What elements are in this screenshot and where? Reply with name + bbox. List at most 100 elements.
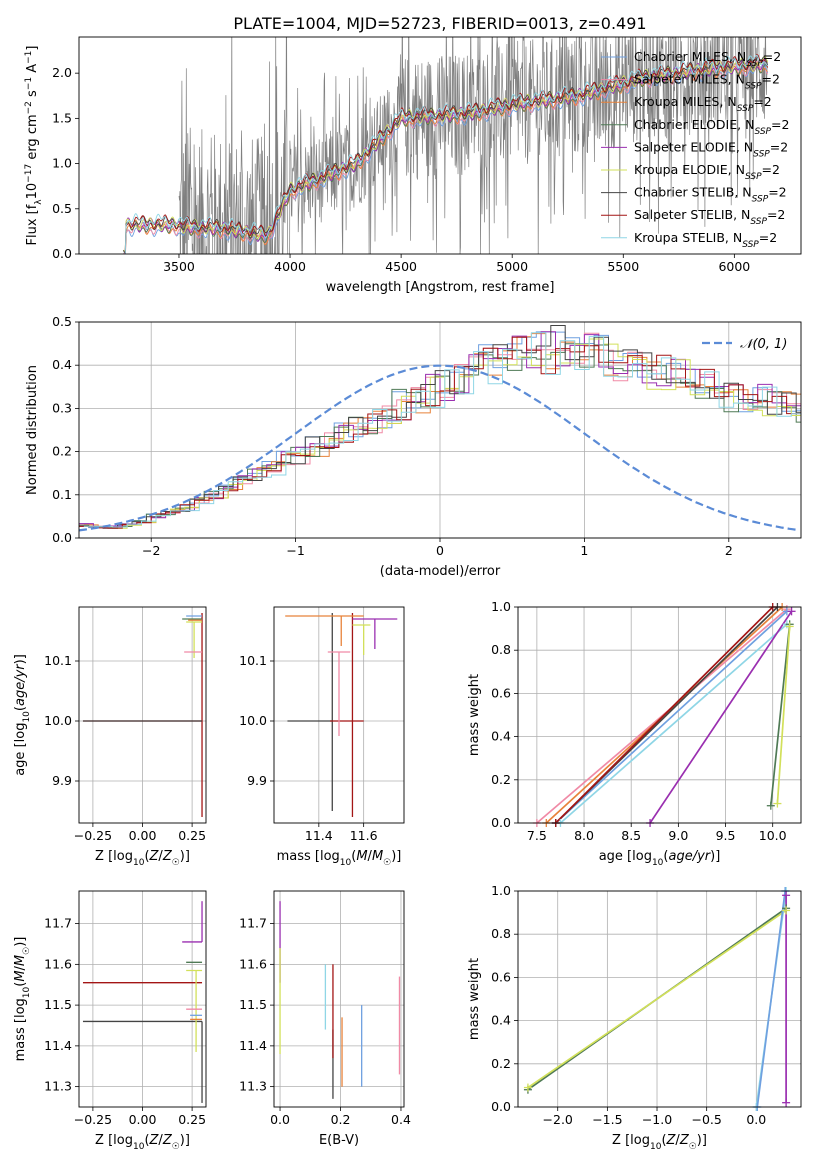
x-tick-label: 0.00	[129, 828, 157, 843]
model-spectrum	[122, 56, 769, 254]
plot-area	[527, 891, 787, 1107]
x-axis-label: Z [log10(Z/Z☉)]	[612, 1133, 707, 1152]
axes-frame	[78, 36, 802, 255]
legend-label-sub: SSP	[746, 59, 763, 69]
x-tick-label: −2	[142, 543, 160, 558]
x-tick-label: 6000	[718, 259, 750, 274]
legend-label: Chabrier MILES, NSSP=2	[634, 49, 781, 69]
y-tick-label: 0.6	[491, 685, 511, 700]
label-part: ☉	[383, 858, 391, 868]
plot-area	[536, 607, 793, 823]
plot-area	[82, 613, 203, 817]
label-part: ☉	[172, 858, 180, 868]
label-part: 10	[22, 986, 32, 998]
model-spectrum	[122, 53, 769, 254]
label-part: Z [log	[612, 1133, 650, 1148]
x-tick-label: −1	[286, 543, 304, 558]
legend-label-name: Kroupa STELIB, N	[634, 230, 742, 245]
axes-frame	[78, 890, 207, 1108]
label-part: ]	[25, 46, 40, 51]
label-part: /	[368, 849, 373, 864]
y-tick-label: 0.3	[52, 400, 72, 415]
label-part: (	[144, 849, 149, 864]
label-part: (	[13, 706, 28, 711]
label-part: Z	[679, 1133, 690, 1148]
legend-label-name: Salpeter MILES, N	[634, 72, 745, 87]
legend-label-sub: SSP	[750, 217, 767, 227]
legend-label-suffix: =2	[771, 117, 789, 132]
label-part: s	[25, 90, 40, 101]
y-tick-label: 0.0	[491, 1099, 511, 1114]
weight-line	[527, 909, 787, 1089]
y-tick-label: 10.1	[239, 653, 267, 668]
legend-label-name: Chabrier STELIB, N	[634, 185, 752, 200]
observed-spectrum	[178, 37, 768, 254]
axes-frame	[78, 606, 207, 824]
x-tick-label: 2	[725, 543, 733, 558]
y-tick-label: 11.4	[239, 1038, 267, 1053]
legend-label-name: Chabrier MILES, N	[634, 49, 746, 64]
y-axis-label: age [log10(age/yr)]	[13, 654, 32, 776]
weight-line	[649, 610, 793, 823]
axes-frame	[517, 606, 802, 824]
legend-label: 𝒩(0, 1)	[740, 337, 787, 352]
legend-label: Salpeter MILES, NSSP=2	[634, 72, 780, 92]
residual-histogram	[79, 332, 801, 528]
y-tick-label: 0.0	[52, 246, 72, 261]
label-part: 10	[133, 858, 145, 868]
x-tick-label: 5000	[496, 259, 528, 274]
label-part: )]	[391, 849, 401, 864]
y-tick-label: 10.0	[239, 713, 267, 728]
label-part: M	[13, 955, 28, 966]
legend-label-sub: SSP	[737, 104, 754, 114]
residual-histogram	[83, 332, 801, 528]
y-tick-label: 2.0	[52, 65, 72, 80]
y-tick-label: 0.1	[52, 487, 72, 502]
label-part: mass [log	[277, 849, 340, 864]
legend-label-suffix: =2	[770, 139, 788, 154]
label-part: −17	[24, 164, 34, 183]
legend-label-sub: SSP	[752, 195, 769, 205]
x-tick-label: 0.0	[746, 1112, 766, 1127]
residual-histogram	[79, 331, 801, 527]
y-tick-label: 11.6	[239, 956, 267, 971]
x-tick-label: −2.0	[543, 1112, 573, 1127]
figure-title: PLATE=1004, MJD=52723, FIBERID=0013, z=0…	[233, 14, 646, 33]
x-tick-label: −0.5	[691, 1112, 721, 1127]
label-part: Z [log	[95, 1133, 133, 1148]
weight-line	[756, 891, 786, 1107]
legend-label-sub: SSP	[745, 82, 762, 92]
weight-line	[555, 607, 774, 823]
x-axis-label: (data-model)/error	[380, 564, 501, 579]
y-axis-label: mass weight	[467, 958, 482, 1040]
x-axis-label: age [log10(age/yr)]	[599, 849, 721, 868]
axes-frame	[517, 890, 802, 1108]
weight-line	[555, 610, 788, 823]
chart-residual_hist: −2 −1 0 1 2 0.0 0.1 0.2 0.3 0.4 0.5 (data-model)/er…	[25, 314, 802, 579]
label-part: ☉	[689, 1142, 697, 1152]
label-part: /	[158, 1133, 163, 1148]
label-part: (	[351, 849, 356, 864]
x-tick-label: 0.25	[178, 1112, 206, 1127]
residual-histogram	[79, 325, 801, 529]
label-part: −1	[24, 51, 34, 64]
label-part: Z	[666, 1133, 677, 1148]
label-part: M	[356, 849, 367, 864]
label-part: Z	[162, 849, 173, 864]
x-tick-label: −0.25	[74, 1112, 112, 1127]
label-part: M	[372, 849, 383, 864]
label-part: )]	[13, 937, 28, 947]
legend-label-name: Salpeter STELIB, N	[634, 207, 750, 222]
plot-area	[122, 37, 769, 254]
legend-label: Kroupa ELODIE, NSSP=2	[634, 162, 780, 182]
weight-line	[559, 623, 788, 823]
x-tick-label: 4000	[274, 259, 306, 274]
chart-weight_vs_Z: −2.0 −1.5 −1.0 −0.5 0.0 0.0 0.2 0.4 0.6 0.8 1.0 Z […	[467, 883, 802, 1152]
y-tick-label: 10.0	[44, 713, 72, 728]
y-tick-label: 1.0	[52, 156, 72, 171]
y-tick-label: 11.6	[44, 956, 72, 971]
label-part: age [log	[13, 723, 28, 776]
legend-label-suffix: =2	[763, 49, 781, 64]
